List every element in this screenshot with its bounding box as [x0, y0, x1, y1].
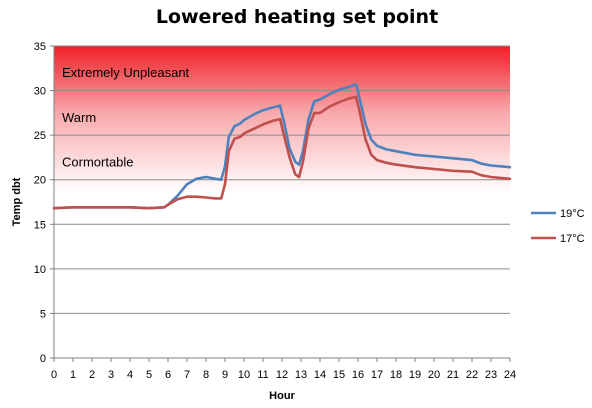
axes: [53, 46, 510, 359]
x-tick-label-10: 10: [238, 369, 250, 381]
x-tick-label-18: 18: [390, 369, 402, 381]
zone-label-2: Cormortable: [62, 154, 134, 169]
y-tick-label-0: 0: [40, 353, 46, 365]
gridlines: [50, 45, 511, 362]
x-tick-label-24: 24: [504, 369, 516, 381]
y-tick-label-10: 10: [34, 264, 46, 276]
x-tick-label-1: 1: [70, 369, 76, 381]
x-tick-label-7: 7: [184, 369, 190, 381]
x-tick-label-8: 8: [203, 369, 209, 381]
x-tick-label-19: 19: [409, 369, 421, 381]
y-tick-label-30: 30: [34, 86, 46, 98]
x-axis-title: Hour: [269, 390, 295, 402]
x-tick-label-11: 11: [257, 369, 268, 381]
x-tick-label-20: 20: [428, 369, 440, 381]
chart-title: Lowered heating set point: [156, 6, 438, 28]
y-tick-label-35: 35: [34, 41, 46, 53]
x-tick-label-6: 6: [165, 369, 171, 381]
x-tick-label-2: 2: [89, 369, 95, 381]
x-tick-label-14: 14: [314, 369, 326, 381]
series-line-1: [52, 95, 512, 210]
y-tick-label-5: 5: [40, 308, 46, 320]
x-tick-label-0: 0: [51, 369, 57, 381]
x-tick-label-4: 4: [127, 369, 133, 381]
x-tick-label-17: 17: [371, 369, 383, 381]
x-tick-label-16: 16: [352, 369, 364, 381]
x-tick-labels: 0 1 2 3 4 5 6 7 8 9 10 11 12 13 14 15 16 17 18 19 20 21 22 23 24: [51, 369, 516, 381]
legend-label-0: 19°C: [560, 208, 585, 220]
x-tick-label-9: 9: [222, 369, 228, 381]
y-axis-title: Temp dbt: [11, 177, 23, 226]
x-tick-label-13: 13: [295, 369, 307, 381]
series-line-0: [52, 83, 512, 210]
zone-label-1: Warm: [62, 110, 96, 125]
legend: 19°C 17°C: [531, 208, 585, 245]
legend-label-1: 17°C: [560, 233, 585, 245]
zone-labels: Extremely Unpleasant Warm Cormortable: [62, 65, 190, 169]
x-tick-label-15: 15: [333, 369, 345, 381]
y-tick-labels: 0 5 10 15 20 25 30 35: [34, 41, 46, 365]
x-tick-label-12: 12: [276, 369, 288, 381]
series-lines: [52, 83, 512, 210]
x-tick-label-3: 3: [108, 369, 114, 381]
y-tick-label-25: 25: [34, 130, 46, 142]
x-tick-label-23: 23: [485, 369, 497, 381]
y-tick-label-15: 15: [34, 219, 46, 231]
x-tick-label-22: 22: [466, 369, 478, 381]
zone-label-0: Extremely Unpleasant: [62, 65, 190, 80]
y-tick-label-20: 20: [34, 175, 46, 187]
x-tick-label-5: 5: [146, 369, 152, 381]
x-tick-label-21: 21: [447, 369, 459, 381]
